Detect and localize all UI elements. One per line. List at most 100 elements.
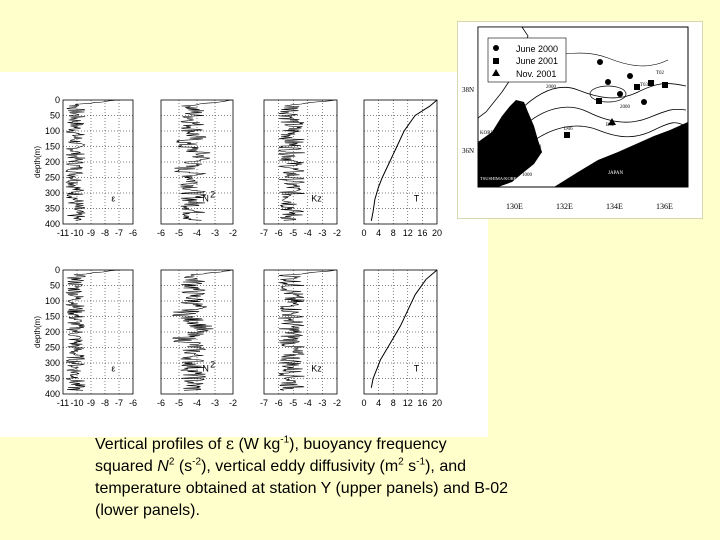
x-tick-label: 4: [376, 398, 381, 408]
depth-tick-label: 100: [45, 296, 60, 306]
station-marker-circle: [597, 59, 603, 65]
x-tick-label: 8: [391, 228, 396, 238]
legend-circle-icon: [493, 45, 499, 51]
x-tick-label: 4: [376, 228, 381, 238]
lon-label: 130E: [506, 202, 523, 211]
caption-sup: -2: [192, 456, 202, 468]
depth-tick-label: 50: [50, 111, 60, 121]
caption-text: (W kg: [234, 436, 281, 453]
x-tick-label: 16: [417, 398, 427, 408]
station-marker-square: [634, 84, 640, 90]
x-tick-label: -5: [175, 398, 183, 408]
contour-basin: [589, 85, 627, 103]
legend-label: June 2000: [516, 44, 558, 54]
x-tick-label: -4: [304, 398, 312, 408]
profile-line: [278, 269, 336, 391]
x-tick-label: -7: [115, 228, 123, 238]
contour-label: 1000: [522, 173, 533, 178]
panel-label-epsilon: ε: [111, 194, 115, 204]
panel-label-kz: Kz: [311, 364, 322, 374]
x-tick-label: 0: [361, 228, 366, 238]
caption-sup: -1: [280, 434, 290, 446]
caption-text: ), buoyancy frequency: [289, 436, 447, 453]
station-marker-square: [564, 132, 570, 138]
profile-line: [174, 99, 232, 221]
legend-label: June 2001: [516, 56, 558, 66]
depth-tick-label: 150: [45, 142, 60, 152]
x-tick-label: -3: [318, 228, 326, 238]
x-tick-label: -5: [289, 228, 297, 238]
figure-caption: Vertical profiles of ε (W kg-1), buoyanc…: [95, 433, 655, 522]
panel-label-n2-sup: 2: [210, 360, 215, 370]
legend-triangle-icon: [492, 69, 500, 76]
map-legend: [487, 37, 567, 83]
depth-tick-label: 250: [45, 343, 60, 353]
caption-text: (s: [174, 458, 193, 475]
panel-label-t: T: [414, 364, 420, 374]
profile-line: [278, 99, 336, 221]
panel-label-n2: N: [202, 364, 209, 374]
x-tick-label: -6: [157, 228, 165, 238]
x-tick-label: -6: [275, 228, 283, 238]
x-tick-label: -8: [101, 398, 109, 408]
depth-axis-label: depth(m): [33, 146, 42, 178]
x-tick-label: -2: [333, 228, 341, 238]
panel-label-epsilon: ε: [111, 364, 115, 374]
x-tick-label: -3: [211, 228, 219, 238]
x-tick-label: 12: [403, 228, 413, 238]
japan-label: JAPAN: [608, 171, 623, 176]
caption-n: N: [157, 458, 169, 475]
profile-line: [65, 269, 120, 391]
caption-sup: 2: [398, 456, 404, 468]
caption-text: (lower panels).: [95, 502, 200, 519]
station-marker-circle: [605, 79, 611, 85]
caption-text: s: [403, 458, 417, 475]
panel-label-n2: N: [202, 194, 209, 204]
x-tick-label: -8: [101, 228, 109, 238]
x-tick-label: -7: [115, 398, 123, 408]
contour-label: 2000: [620, 105, 631, 110]
depth-tick-label: 0: [55, 95, 60, 105]
x-tick-label: -4: [193, 228, 201, 238]
depth-tick-label: 350: [45, 374, 60, 384]
caption-text: squared: [95, 458, 158, 475]
panel-label-kz: Kz: [311, 194, 322, 204]
x-tick-label: -4: [304, 228, 312, 238]
legend-square-icon: [493, 58, 499, 64]
legend-label: Nov. 2001: [516, 69, 556, 79]
station-marker-circle: [641, 99, 647, 105]
station-marker-circle: [617, 91, 623, 97]
lat-label: 36N: [462, 147, 474, 155]
profile-line: [370, 269, 438, 388]
korea-land: [478, 100, 542, 187]
depth-tick-label: 150: [45, 312, 60, 322]
lon-label: 134E: [606, 202, 623, 211]
x-tick-label: 20: [432, 228, 442, 238]
strait-label: TSUSHIMA/KOREA STRAIT: [480, 176, 537, 181]
contour-500: [531, 122, 687, 143]
x-tick-label: -10: [70, 398, 83, 408]
x-tick-label: -6: [157, 398, 165, 408]
x-tick-label: -11: [57, 228, 69, 238]
x-tick-label: 0: [361, 398, 366, 408]
contour-label: 500: [658, 141, 666, 146]
x-tick-label: -7: [260, 398, 268, 408]
depth-tick-label: 50: [50, 281, 60, 291]
x-tick-label: -5: [175, 228, 183, 238]
profile-line: [65, 99, 119, 221]
panel-label-t: T: [414, 194, 420, 204]
x-tick-label: -6: [129, 228, 137, 238]
station-marker-square: [648, 80, 654, 86]
depth-tick-label: 100: [45, 126, 60, 136]
japan-land: [554, 122, 688, 187]
x-tick-label: 16: [417, 228, 427, 238]
station-marker-triangle: [608, 118, 616, 125]
x-tick-label: -6: [275, 398, 283, 408]
station-label: T03: [640, 83, 649, 88]
profile-line: [370, 99, 438, 221]
x-tick-label: -7: [260, 228, 268, 238]
station-label: T02: [656, 71, 665, 76]
lon-label: 136E: [656, 202, 673, 211]
x-tick-label: -2: [229, 228, 237, 238]
x-tick-label: 8: [391, 398, 396, 408]
